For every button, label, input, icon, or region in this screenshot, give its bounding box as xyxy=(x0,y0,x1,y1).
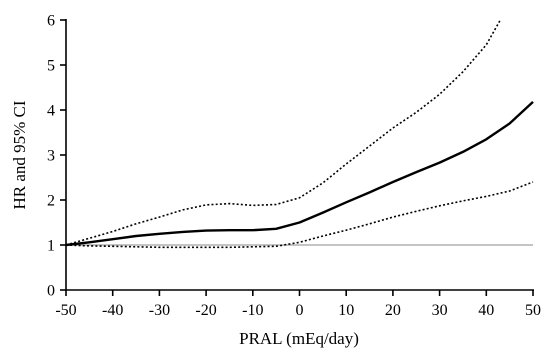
x-tick-label: 50 xyxy=(525,302,541,319)
ci-lower-line xyxy=(65,181,534,249)
ci-upper-line xyxy=(65,19,501,246)
y-tick-label: 4 xyxy=(47,103,55,120)
y-tick-label: 5 xyxy=(47,58,55,75)
x-tick-label: -40 xyxy=(102,302,123,319)
y-tick-label: 2 xyxy=(47,193,55,210)
y-tick-label: 1 xyxy=(47,238,55,255)
x-tick-label: -50 xyxy=(55,302,76,319)
y-axis-title: HR and 95% CI xyxy=(10,100,29,209)
x-tick-label: 20 xyxy=(385,302,401,319)
x-tick-label: -10 xyxy=(242,302,263,319)
series-layer xyxy=(65,19,534,249)
axis-layer: 0 1 2 3 4 5 6 -50 -40 -30 -20 -10 0 10 20 30 40 50 xyxy=(47,13,541,320)
x-tick-label: 0 xyxy=(296,302,304,319)
x-tick-label: 40 xyxy=(478,302,494,319)
x-tick-label: 30 xyxy=(432,302,448,319)
x-tick-label: -20 xyxy=(195,302,216,319)
hazard-ratio-line xyxy=(65,101,534,247)
x-axis-title: PRAL (mEq/day) xyxy=(239,329,359,348)
y-tick-label: 0 xyxy=(47,283,55,300)
x-tick-label: -30 xyxy=(149,302,170,319)
y-tick-label: 3 xyxy=(47,148,55,165)
x-tick-label: 10 xyxy=(338,302,354,319)
y-tick-label: 6 xyxy=(47,13,55,30)
